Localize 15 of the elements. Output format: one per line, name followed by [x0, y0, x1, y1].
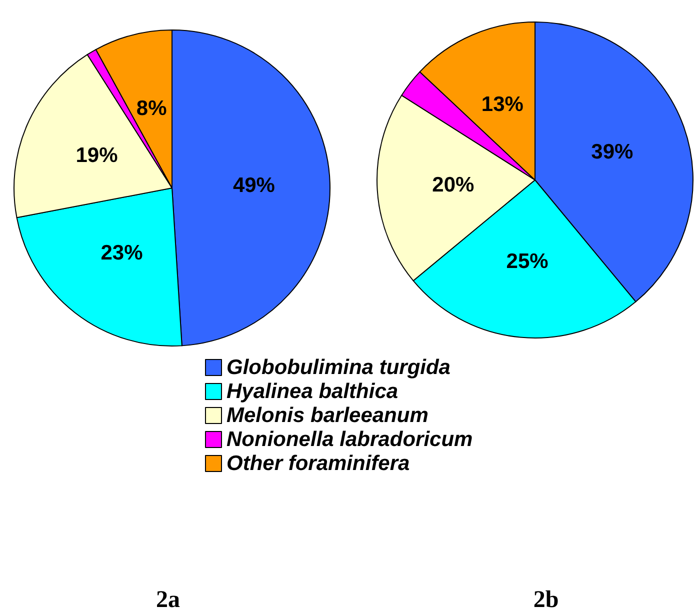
data-label: 19%	[76, 144, 118, 167]
data-label: 25%	[506, 250, 549, 274]
data-label: 20%	[432, 174, 475, 197]
data-label: 39%	[591, 140, 634, 164]
legend-label: Globobulimina turgida	[226, 356, 451, 379]
legend-label: Other foraminifera	[226, 452, 410, 475]
data-label: 8%	[136, 97, 168, 120]
data-label: 23%	[100, 241, 144, 264]
legend-label: Nonionella labradoricum	[226, 428, 473, 451]
data-label: 13%	[481, 93, 524, 116]
data-label: 49%	[232, 174, 276, 197]
legend-label: Hyalinea balthica	[226, 380, 398, 403]
text: 2b	[533, 587, 559, 610]
text: 2a	[156, 587, 180, 610]
legend-label: Melonis barleeanum	[226, 404, 428, 427]
